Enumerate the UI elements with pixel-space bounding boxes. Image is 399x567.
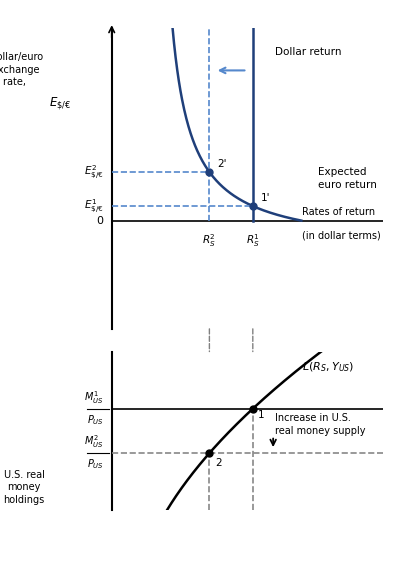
Text: 2: 2 bbox=[215, 458, 221, 468]
Text: $R^2_S$: $R^2_S$ bbox=[202, 232, 216, 249]
Text: $E^2_{\$/€}$: $E^2_{\$/€}$ bbox=[84, 163, 104, 181]
Text: real money supply: real money supply bbox=[275, 426, 365, 436]
Text: $E^1_{\$/€}$: $E^1_{\$/€}$ bbox=[84, 197, 104, 215]
Text: $P_{US}$: $P_{US}$ bbox=[87, 413, 104, 427]
Text: U.S. real
money
holdings: U.S. real money holdings bbox=[3, 470, 45, 505]
Text: $M^2_{US}$: $M^2_{US}$ bbox=[84, 434, 104, 450]
Text: $E_{\$/€}$: $E_{\$/€}$ bbox=[49, 95, 71, 112]
Text: (in dollar terms): (in dollar terms) bbox=[302, 231, 380, 241]
Text: Dollar/euro
exchange
rate,: Dollar/euro exchange rate, bbox=[0, 52, 43, 87]
Text: $R^1_S$: $R^1_S$ bbox=[246, 232, 260, 249]
Text: 0: 0 bbox=[97, 215, 104, 226]
Text: 2': 2' bbox=[217, 159, 227, 169]
Text: Rates of return: Rates of return bbox=[302, 206, 375, 217]
Text: Expected
euro return: Expected euro return bbox=[318, 167, 377, 190]
Text: 1': 1' bbox=[261, 193, 271, 203]
Text: Dollar return: Dollar return bbox=[275, 48, 341, 57]
Text: 1: 1 bbox=[258, 410, 265, 420]
Text: $M^1_{US}$: $M^1_{US}$ bbox=[84, 389, 104, 406]
Text: $P_{US}$: $P_{US}$ bbox=[87, 458, 104, 471]
Text: $L(R_S, Y_{US})$: $L(R_S, Y_{US})$ bbox=[302, 361, 354, 374]
Text: Increase in U.S.: Increase in U.S. bbox=[275, 413, 350, 424]
